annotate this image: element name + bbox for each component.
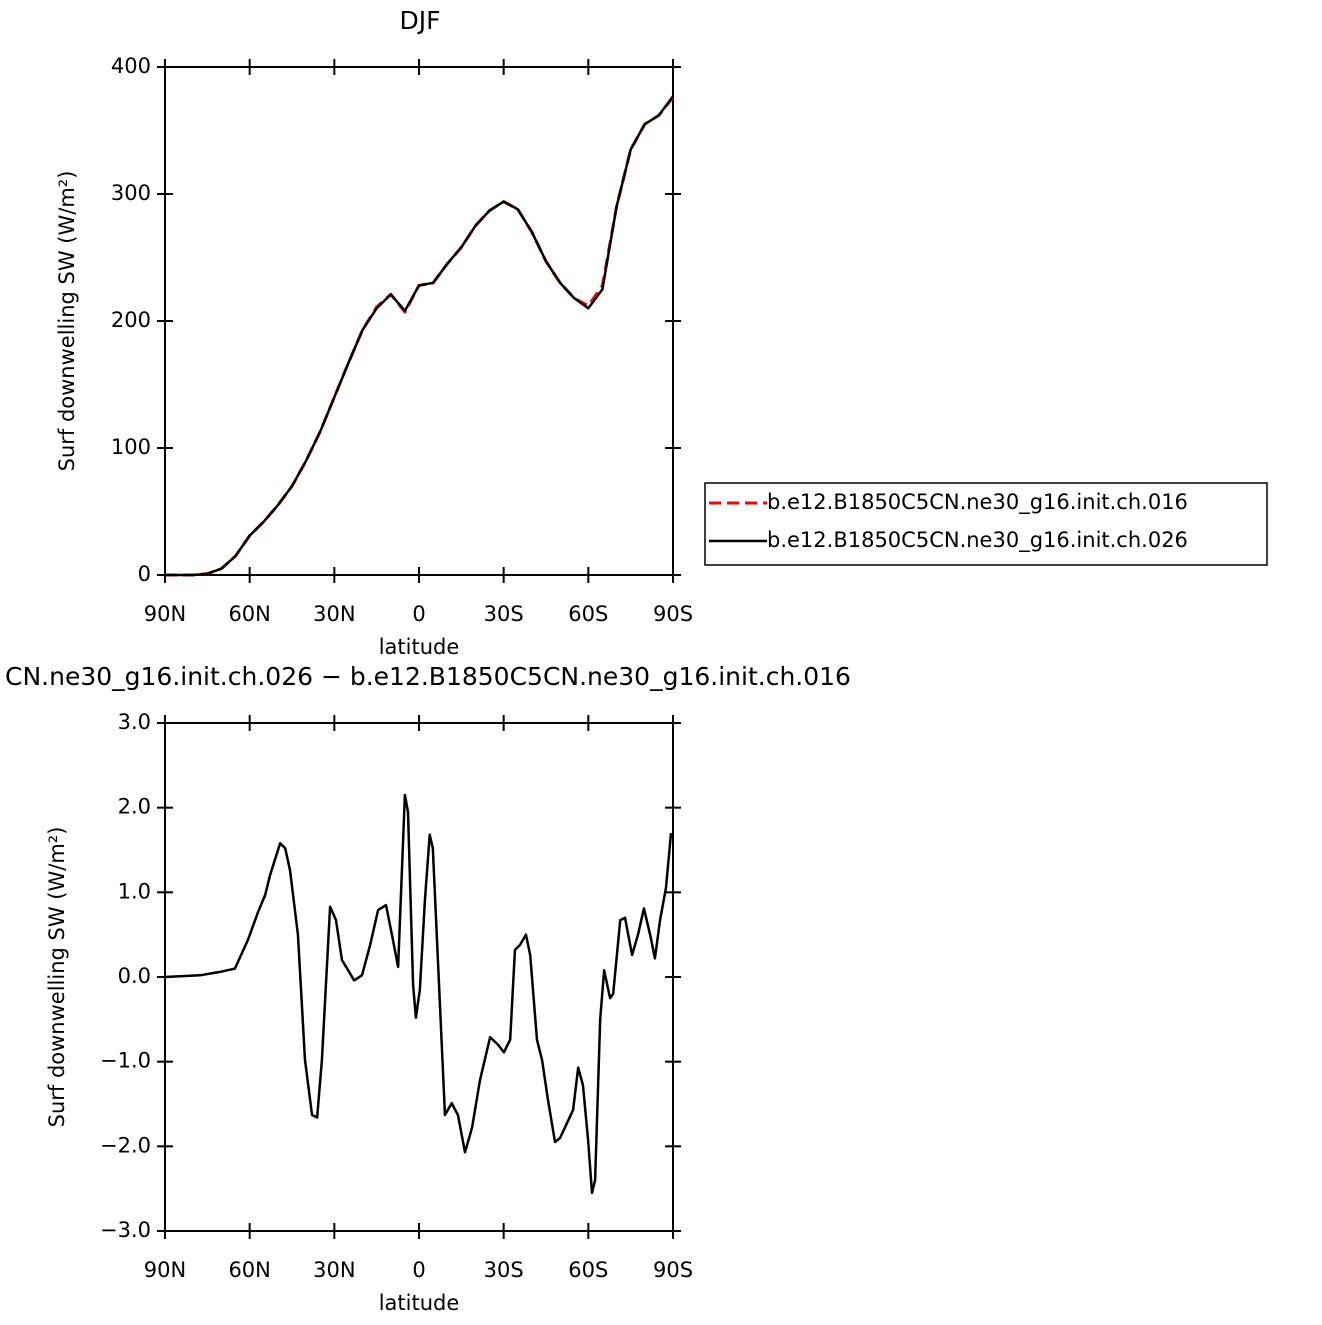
x-tick-label: 0 [412,602,425,626]
data-line [165,95,675,577]
x-tick-label: 0 [412,1258,425,1282]
x-tick-label: 30N [313,602,355,626]
x-tick-label: 30S [484,1258,524,1282]
y-tick-label: 100 [111,435,151,459]
y-tick-label: 2.0 [118,795,151,819]
chart-title: DJF [399,6,440,35]
data-line [165,96,675,577]
y-axis-label: Surf downwelling SW (W/m²) [45,827,69,1128]
x-axis-label: latitude [379,635,460,659]
y-tick-label: −1.0 [100,1049,151,1073]
x-tick-label: 60S [568,602,608,626]
x-tick-label: 30S [484,602,524,626]
legend-box [704,482,1268,566]
y-tick-label: 1.0 [118,879,151,903]
y-tick-label: 0 [138,562,151,586]
chart-title: CN.ne30_g16.init.ch.026 − b.e12.B1850C5C… [5,662,851,691]
y-tick-label: 200 [111,308,151,332]
y-tick-label: −3.0 [100,1218,151,1242]
y-tick-label: −2.0 [100,1133,151,1157]
y-axis-label: Surf downwelling SW (W/m²) [55,171,79,472]
data-line [164,793,673,1195]
y-tick-label: 300 [111,181,151,205]
x-tick-label: 60S [568,1258,608,1282]
x-tick-label: 60N [228,602,270,626]
legend-label: b.e12.B1850C5CN.ne30_g16.init.ch.016 [767,490,1188,515]
x-tick-label: 90S [653,1258,693,1282]
y-tick-label: 3.0 [118,710,151,734]
x-tick-label: 60N [228,1258,270,1282]
x-tick-label: 90S [653,602,693,626]
x-tick-label: 90N [144,602,186,626]
legend-label: b.e12.B1850C5CN.ne30_g16.init.ch.026 [767,528,1188,553]
x-axis-label: latitude [379,1291,460,1315]
y-tick-label: 400 [111,54,151,78]
plot-frame [164,66,674,576]
x-tick-label: 90N [144,1258,186,1282]
y-tick-label: 0.0 [118,964,151,988]
x-tick-label: 30N [313,1258,355,1282]
